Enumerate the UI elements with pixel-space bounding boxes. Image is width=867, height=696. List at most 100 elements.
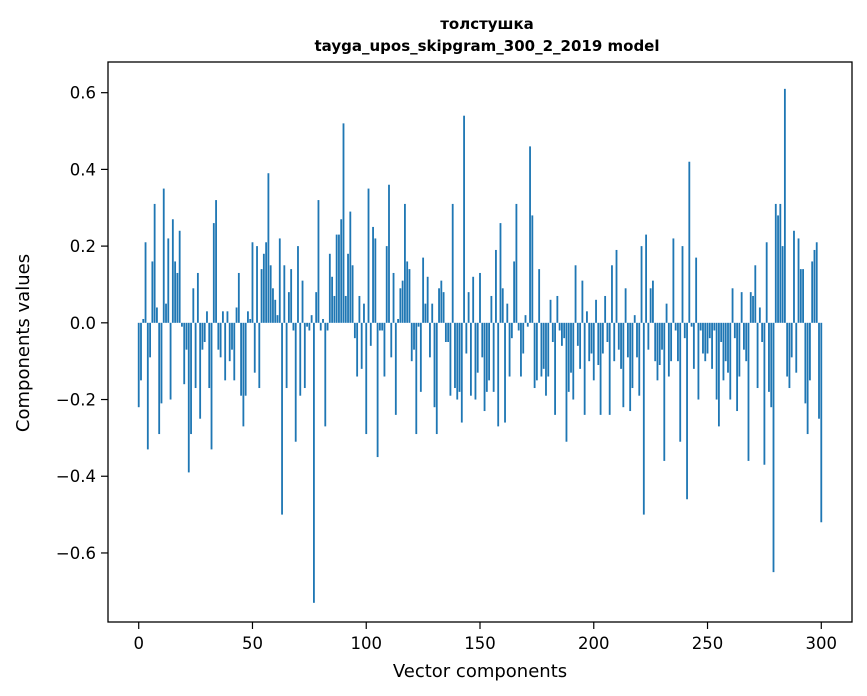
x-tick-label: 0 [133, 634, 144, 653]
bar [513, 261, 516, 323]
bar [215, 200, 217, 323]
bar [647, 322, 650, 350]
x-axis-label: Vector components [393, 661, 567, 682]
bar [410, 322, 413, 362]
bar [217, 322, 220, 350]
bar [292, 322, 295, 331]
bar [192, 288, 195, 323]
bar [765, 242, 768, 323]
bar [620, 322, 622, 369]
bar [253, 322, 256, 373]
bar [633, 315, 636, 323]
bar [740, 292, 743, 323]
bar [360, 322, 363, 369]
bar [538, 269, 541, 323]
bar [588, 322, 591, 362]
bar [451, 203, 454, 323]
bar [235, 307, 238, 323]
bar [240, 322, 243, 396]
bar [144, 242, 147, 323]
y-axis-label: Components values [13, 254, 34, 432]
bar [688, 161, 691, 323]
bar [768, 322, 770, 392]
bar [426, 276, 429, 323]
bar [440, 280, 443, 323]
bar [581, 280, 584, 323]
bar [404, 203, 406, 323]
bar [474, 322, 477, 400]
bar [788, 322, 791, 389]
bar [572, 322, 575, 400]
bar [156, 307, 158, 323]
bar [770, 322, 773, 408]
bar [777, 215, 779, 323]
bar [167, 238, 170, 323]
bar [335, 234, 338, 323]
bar [672, 238, 675, 323]
bar [722, 322, 725, 381]
bar [713, 322, 716, 331]
bar [488, 322, 491, 381]
bar [283, 265, 286, 323]
bar [158, 322, 161, 435]
bar [638, 322, 641, 396]
bar [535, 322, 538, 381]
bar [743, 322, 745, 350]
bar [727, 322, 729, 373]
bar [708, 322, 711, 339]
bar [242, 322, 245, 427]
bar [290, 269, 293, 323]
bar [444, 322, 447, 342]
bar [415, 322, 418, 435]
bar [344, 295, 347, 323]
bar [365, 322, 368, 435]
bar [529, 146, 531, 323]
bar [795, 322, 798, 373]
bar [520, 322, 522, 377]
bar [269, 265, 272, 323]
bar [804, 322, 807, 404]
bar [663, 322, 666, 461]
bar [310, 315, 313, 323]
bar [608, 322, 611, 415]
bar [190, 322, 192, 435]
bar [224, 322, 227, 381]
bar [806, 322, 809, 435]
bar [781, 246, 784, 323]
bar [699, 322, 702, 331]
bar [176, 272, 179, 323]
bar [419, 322, 422, 392]
bar [340, 219, 343, 323]
bar [547, 322, 550, 377]
bar [506, 303, 509, 323]
x-tick-label: 150 [464, 634, 496, 653]
bar [401, 280, 404, 323]
y-tick-label: 0.4 [70, 160, 96, 179]
bar [146, 322, 149, 450]
bar [442, 292, 445, 323]
bar [331, 276, 334, 323]
bar [720, 322, 723, 342]
bar [233, 322, 236, 381]
bar [424, 303, 427, 323]
bar [390, 322, 393, 358]
bar [690, 322, 693, 327]
bar [194, 322, 197, 389]
bar [772, 322, 775, 573]
bar [656, 322, 659, 381]
bar [333, 295, 336, 323]
bar [797, 238, 800, 323]
bar [510, 322, 513, 339]
bar [611, 265, 613, 323]
bar [285, 322, 288, 389]
bar [597, 322, 600, 366]
bar [592, 322, 595, 381]
bar [661, 322, 663, 350]
bar [809, 322, 811, 381]
bar [313, 322, 315, 603]
bar [267, 173, 270, 323]
bar [563, 322, 566, 339]
bar [517, 322, 520, 331]
bar [465, 322, 468, 354]
bar [697, 322, 700, 400]
